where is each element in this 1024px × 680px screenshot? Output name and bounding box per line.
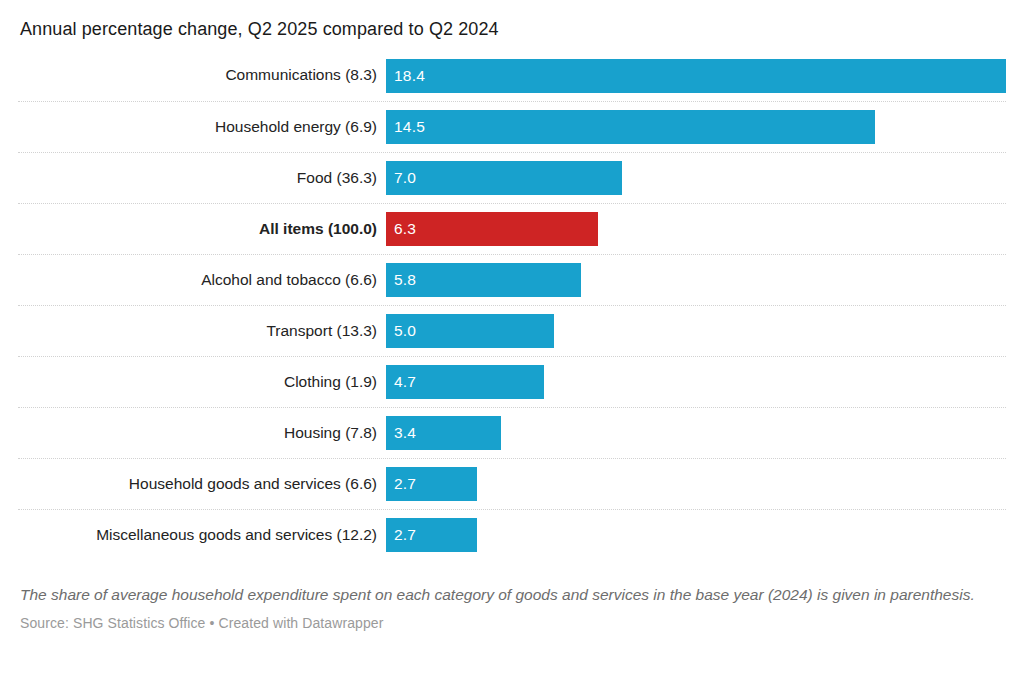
bar-row: Food (36.3) 7.0 xyxy=(18,152,1006,203)
chart-container: Annual percentage change, Q2 2025 compar… xyxy=(0,0,1024,680)
source-text: Source: SHG Statistics Office • Created … xyxy=(20,615,384,631)
bar[interactable]: 5.8 xyxy=(386,263,581,297)
bar-value-label: 18.4 xyxy=(386,67,425,85)
bar-track: 18.4 xyxy=(386,59,1006,93)
bar-chart: Communications (8.3) 18.4 Household ener… xyxy=(18,50,1006,560)
bar-row: Housing (7.8) 3.4 xyxy=(18,407,1006,458)
bar-track: 7.0 xyxy=(386,161,1006,195)
bar-row: Clothing (1.9) 4.7 xyxy=(18,356,1006,407)
category-label: Transport (13.3) xyxy=(18,322,386,341)
bar-track: 3.4 xyxy=(386,416,1006,450)
bar[interactable]: 18.4 xyxy=(386,59,1006,93)
bar[interactable]: 2.7 xyxy=(386,467,477,501)
bar-track: 4.7 xyxy=(386,365,1006,399)
bar-row: Miscellaneous goods and services (12.2) … xyxy=(18,509,1006,560)
category-label: Household energy (6.9) xyxy=(18,118,386,137)
bar-row: Household goods and services (6.6) 2.7 xyxy=(18,458,1006,509)
bar-row: Communications (8.3) 18.4 xyxy=(18,50,1006,101)
bar-row: Household energy (6.9) 14.5 xyxy=(18,101,1006,152)
bar[interactable]: 3.4 xyxy=(386,416,501,450)
chart-footnote: The share of average household expenditu… xyxy=(20,583,1006,606)
bar[interactable]: 2.7 xyxy=(386,518,477,552)
bar-track: 6.3 xyxy=(386,212,1006,246)
chart-source-line: Source: SHG Statistics Office • Created … xyxy=(20,615,1006,631)
category-label: Alcohol and tobacco (6.6) xyxy=(18,271,386,290)
category-label: Food (36.3) xyxy=(18,169,386,188)
bar-value-label: 14.5 xyxy=(386,118,425,136)
bar-value-label: 2.7 xyxy=(386,526,416,544)
bar-value-label: 5.0 xyxy=(386,322,416,340)
bar-row: All items (100.0) 6.3 xyxy=(18,203,1006,254)
bar-value-label: 2.7 xyxy=(386,475,416,493)
bar-track: 2.7 xyxy=(386,467,1006,501)
bar-track: 5.8 xyxy=(386,263,1006,297)
bar-value-label: 3.4 xyxy=(386,424,416,442)
category-label: Clothing (1.9) xyxy=(18,373,386,392)
bar[interactable]: 5.0 xyxy=(386,314,554,348)
bar-track: 14.5 xyxy=(386,110,1006,144)
category-label: Housing (7.8) xyxy=(18,424,386,443)
category-label: Communications (8.3) xyxy=(18,66,386,85)
bar-value-label: 4.7 xyxy=(386,373,416,391)
bar-row: Alcohol and tobacco (6.6) 5.8 xyxy=(18,254,1006,305)
bar-value-label: 7.0 xyxy=(386,169,416,187)
category-label: Household goods and services (6.6) xyxy=(18,475,386,494)
category-label: Miscellaneous goods and services (12.2) xyxy=(18,526,386,545)
bar[interactable]: 6.3 xyxy=(386,212,598,246)
bar-track: 5.0 xyxy=(386,314,1006,348)
category-label: All items (100.0) xyxy=(18,220,386,239)
bar-track: 2.7 xyxy=(386,518,1006,552)
bar-row: Transport (13.3) 5.0 xyxy=(18,305,1006,356)
bar[interactable]: 4.7 xyxy=(386,365,544,399)
chart-title: Annual percentage change, Q2 2025 compar… xyxy=(20,16,1006,42)
bar-value-label: 6.3 xyxy=(386,220,416,238)
bar[interactable]: 7.0 xyxy=(386,161,622,195)
bar-value-label: 5.8 xyxy=(386,271,416,289)
bar[interactable]: 14.5 xyxy=(386,110,875,144)
